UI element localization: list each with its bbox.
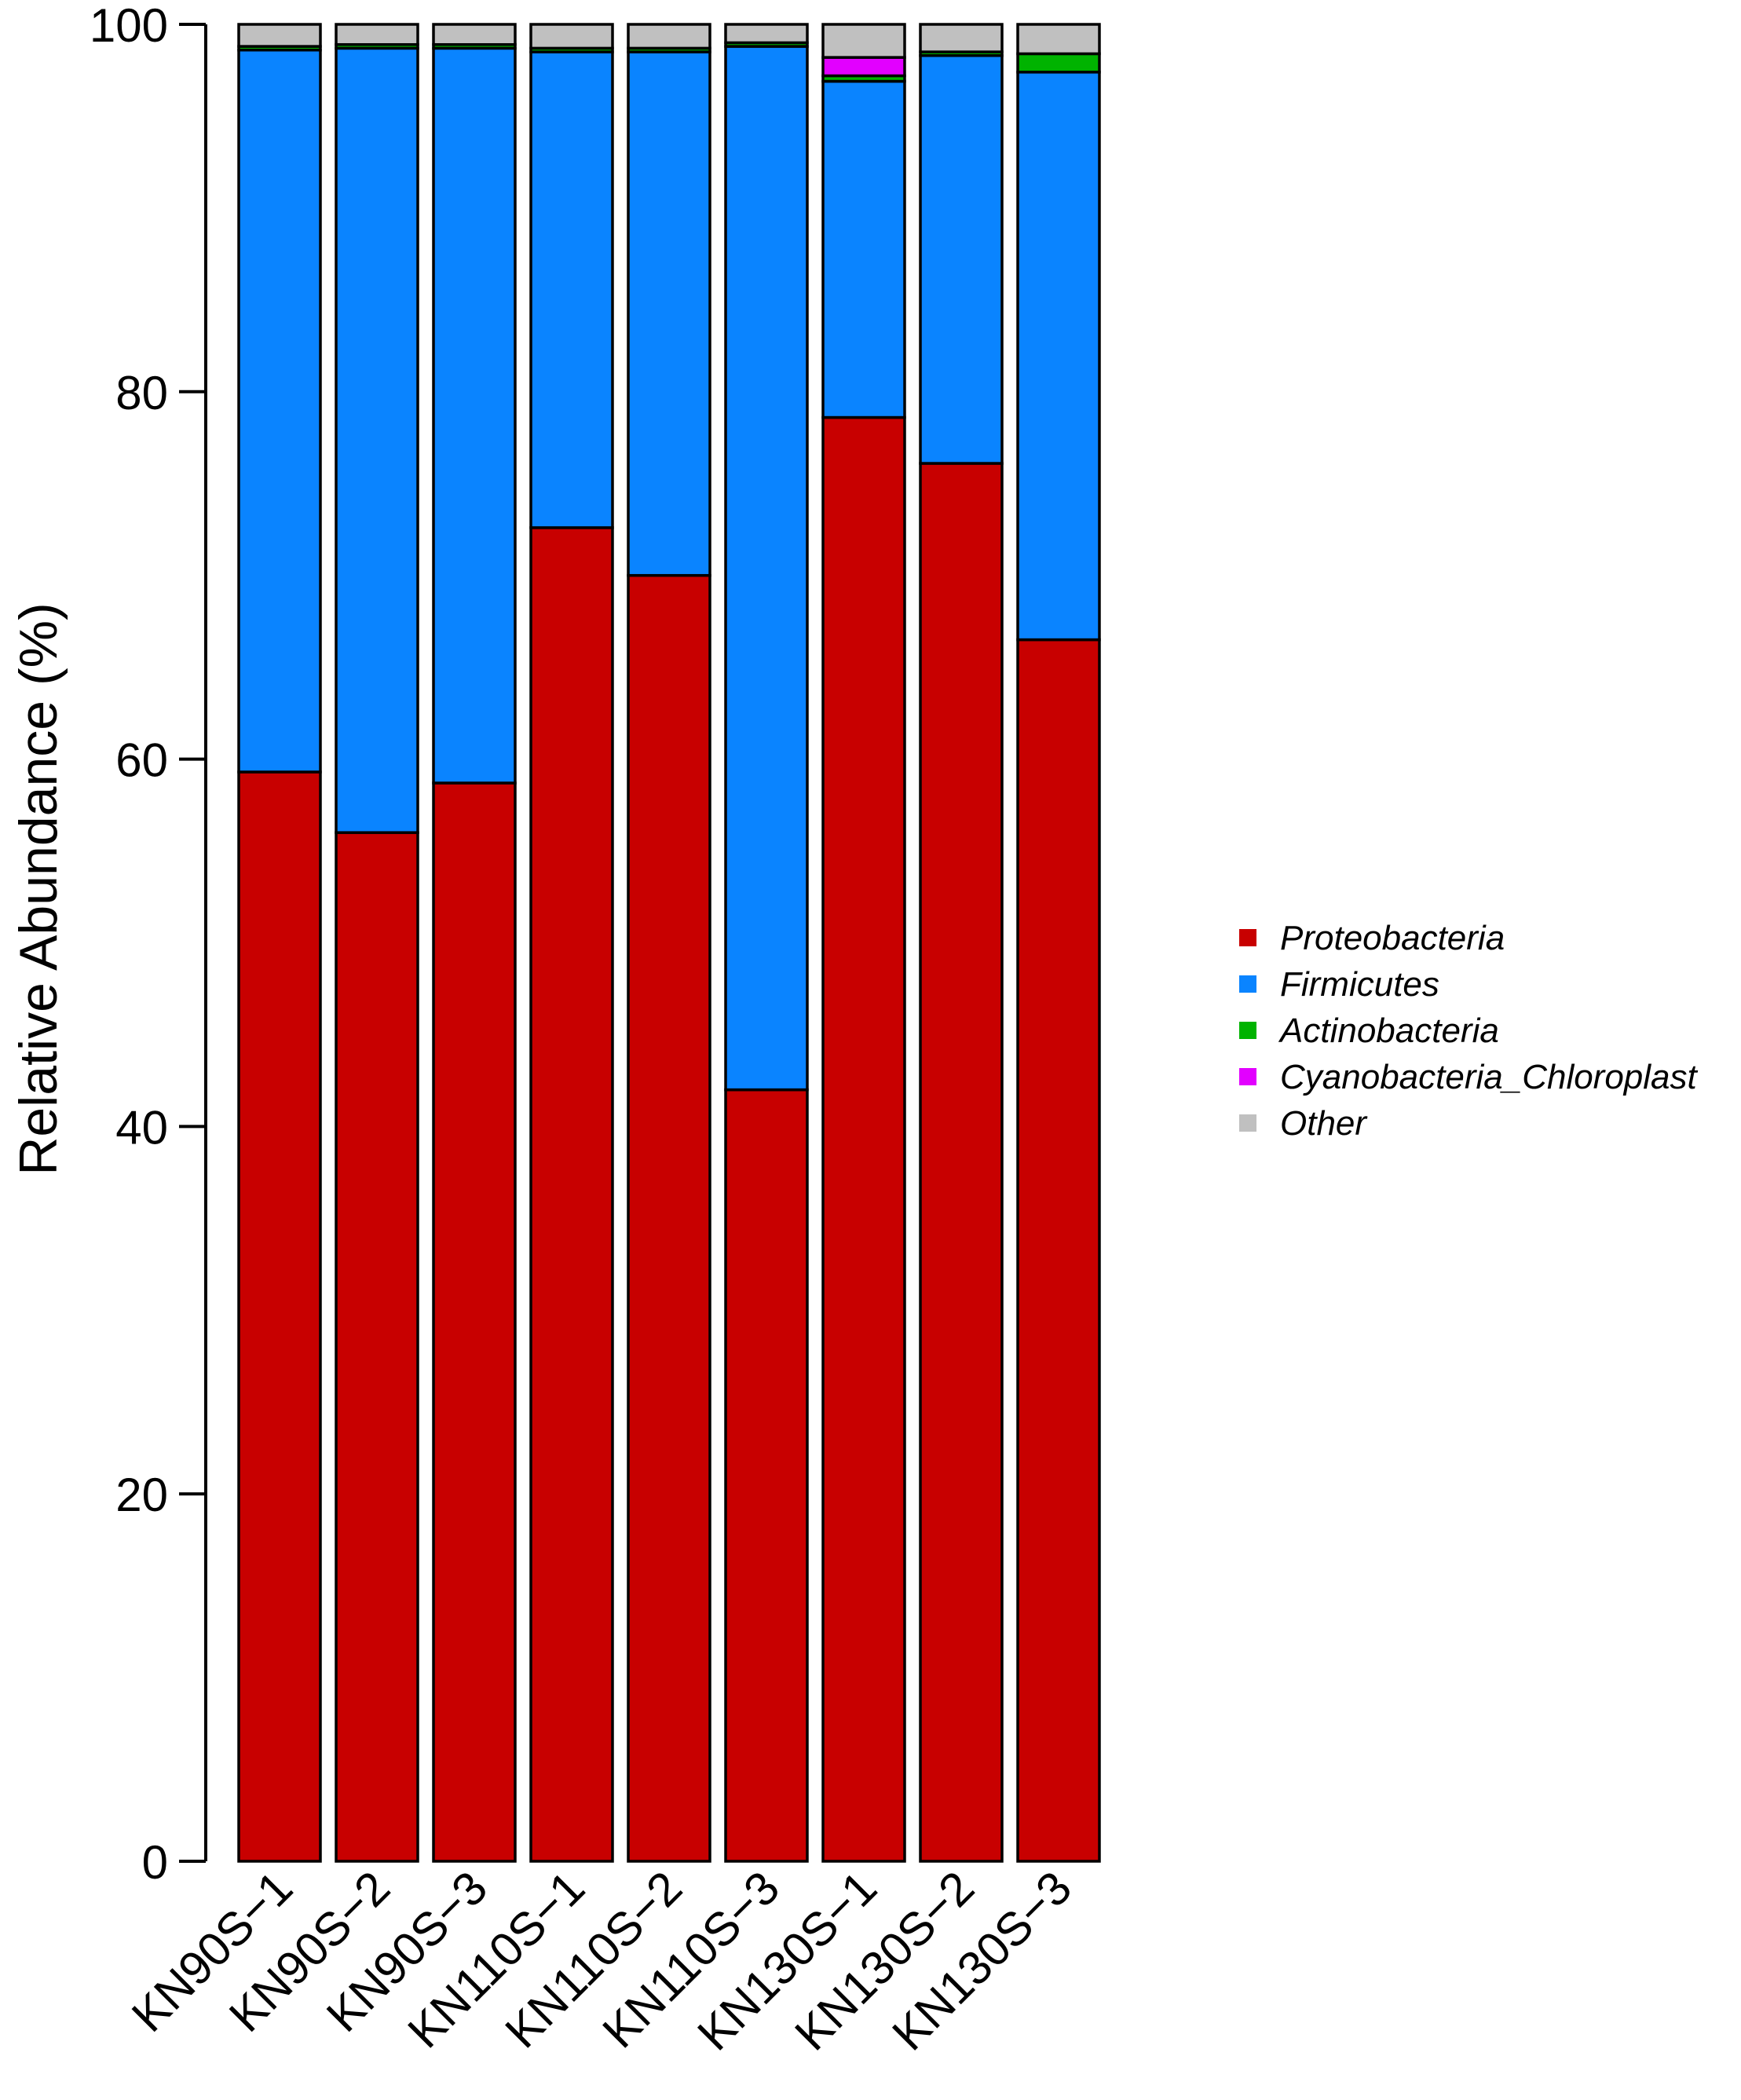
bar-segment-proteobacteria: [432, 781, 517, 1863]
legend-label: Proteobacteria: [1280, 919, 1505, 957]
bar-stacks: [237, 23, 1101, 1863]
bar-segment-proteobacteria: [237, 770, 322, 1863]
y-tick-label: 100: [90, 0, 168, 52]
bar-segment-firmicutes: [724, 45, 809, 1092]
bar-segment-other: [919, 23, 1004, 53]
bar-stack: [627, 23, 711, 1863]
legend-label: Firmicutes: [1280, 965, 1439, 1004]
bar-segment-proteobacteria: [627, 573, 711, 1863]
bar-segment-firmicutes: [335, 46, 419, 834]
bar-segment-other: [821, 23, 906, 59]
bar-segment-proteobacteria: [919, 462, 1004, 1863]
legend-label: Actinobacteria: [1278, 1012, 1499, 1050]
bar-stack: [919, 23, 1004, 1863]
bar-segment-other: [1016, 23, 1101, 56]
bar-stack: [335, 23, 419, 1863]
legend-label: Cyanobacteria_Chloroplast: [1280, 1058, 1699, 1096]
bar-segment-other: [724, 23, 809, 45]
bar-segment-actinobacteria: [1016, 52, 1101, 74]
bar-segment-other: [627, 23, 711, 50]
legend-label: Other: [1280, 1104, 1368, 1143]
bar-segment-other: [335, 23, 419, 46]
bar-stack: [237, 23, 322, 1863]
bar-segment-other: [529, 23, 614, 50]
bar-segment-cyanobacteria-chloroplast: [821, 56, 906, 78]
bar-stack: [529, 23, 614, 1863]
y-axis-label: Relative Abundance (%): [9, 602, 68, 1176]
bar-segment-firmicutes: [1016, 71, 1101, 642]
bar-segment-proteobacteria: [724, 1088, 809, 1863]
bar-stack: [724, 23, 809, 1863]
bar-segment-proteobacteria: [821, 415, 906, 1863]
bar-segment-proteobacteria: [1016, 638, 1101, 1863]
legend-swatch: [1239, 1022, 1256, 1039]
legend-swatch: [1239, 1068, 1256, 1085]
y-tick-label: 20: [115, 1469, 168, 1521]
bar-stack: [821, 23, 906, 1863]
bar-segment-proteobacteria: [529, 526, 614, 1863]
bar-segment-firmicutes: [432, 46, 517, 785]
bar-stack: [1016, 23, 1101, 1863]
legend-swatch: [1239, 929, 1256, 946]
y-tick-label: 80: [115, 367, 168, 419]
bar-stack: [432, 23, 517, 1863]
y-tick-label: 40: [115, 1101, 168, 1154]
y-tick-label: 60: [115, 734, 168, 787]
y-tick-label: 0: [142, 1836, 168, 1889]
legend: Proteobacteria Firmicutes Actinobacteria Cy…: [1239, 919, 1699, 1143]
bar-segment-firmicutes: [529, 50, 614, 529]
bar-segment-firmicutes: [237, 48, 322, 774]
bar-segment-proteobacteria: [335, 831, 419, 1863]
bar-segment-other: [432, 23, 517, 46]
bar-segment-firmicutes: [919, 54, 1004, 465]
legend-swatch: [1239, 975, 1256, 993]
bar-segment-firmicutes: [821, 79, 906, 419]
bar-segment-firmicutes: [627, 50, 711, 577]
y-axis: 0 20 40 60 80 100: [90, 0, 207, 1889]
legend-swatch: [1239, 1114, 1256, 1132]
bar-segment-other: [237, 23, 322, 48]
x-axis-tick-labels: KN90S−1KN90S−2KN90S−3KN110S−1KN110S−2KN1…: [122, 1861, 1081, 2061]
